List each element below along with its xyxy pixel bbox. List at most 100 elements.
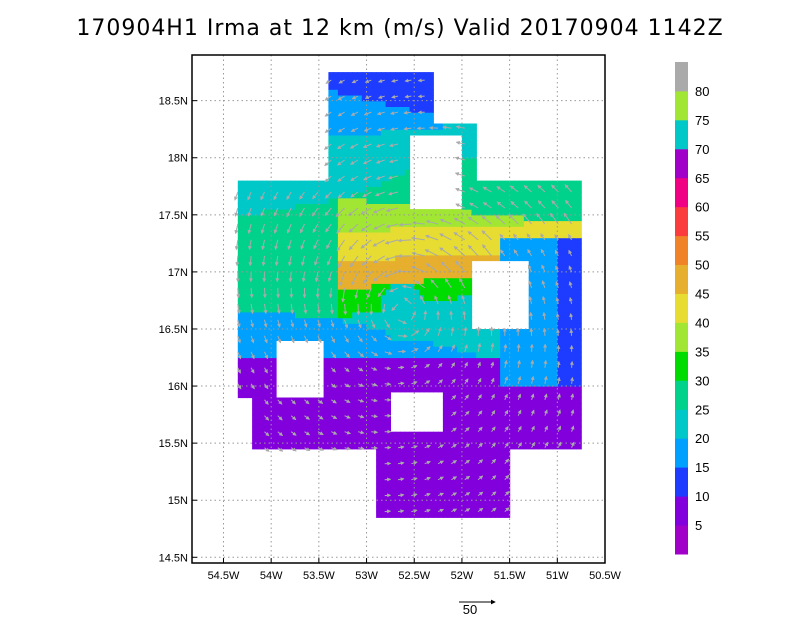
field-cell [309, 243, 315, 250]
field-cell [333, 431, 339, 438]
field-cell [347, 277, 353, 284]
field-cell [290, 243, 296, 250]
field-cell [438, 477, 444, 484]
field-cell [419, 83, 425, 90]
field-cell [452, 357, 458, 364]
field-cell [385, 340, 391, 347]
field-cell [290, 186, 296, 193]
field-cell [399, 483, 406, 490]
field-cell [380, 403, 387, 410]
colorbar-swatch [675, 525, 688, 555]
field-cell [566, 220, 573, 227]
wind-vector [463, 326, 468, 336]
field-cell [571, 357, 577, 364]
field-cell [399, 203, 406, 210]
wind-vector [528, 295, 533, 305]
field-cell [266, 249, 272, 256]
field-cell [304, 203, 310, 210]
field-cell [557, 386, 563, 393]
field-cell [347, 391, 353, 399]
wind-vector [451, 492, 458, 497]
field-cell [495, 443, 501, 450]
wind-vector [397, 461, 405, 466]
wind-vector [304, 431, 311, 436]
field-cell [271, 266, 277, 273]
field-cell [361, 340, 368, 347]
field-cell [433, 231, 439, 239]
field-cell [466, 289, 473, 296]
field-cell [423, 368, 430, 376]
field-cell [490, 414, 496, 421]
field-cell [380, 391, 387, 399]
field-cell [271, 334, 277, 341]
field-cell [256, 260, 263, 267]
field-cell [256, 192, 263, 199]
field-cell [404, 351, 411, 359]
field-cell [409, 123, 415, 130]
field-cell [538, 426, 544, 433]
field-cell [442, 266, 449, 273]
field-cell [414, 357, 420, 364]
field-cell [404, 346, 411, 353]
field-cell [295, 294, 301, 301]
wind-vector [451, 411, 457, 417]
field-cell [533, 403, 539, 410]
field-cell [371, 83, 377, 90]
field-cell [538, 403, 544, 410]
field-cell [414, 431, 420, 438]
field-cell [442, 277, 449, 284]
field-cell [457, 249, 463, 256]
field-cell [399, 214, 406, 222]
wind-vector [273, 207, 279, 217]
field-cell [481, 329, 487, 336]
field-cell [299, 437, 306, 444]
field-cell [266, 403, 272, 410]
field-cell [318, 254, 325, 262]
wind-vector [437, 508, 445, 513]
wind-vector [451, 508, 458, 513]
field-cell [414, 214, 420, 222]
field-cell [528, 323, 535, 330]
field-cell [428, 505, 434, 513]
field-cell [471, 197, 477, 204]
wind-vector [388, 143, 399, 148]
field-cell [333, 391, 339, 399]
field-cell [295, 420, 301, 427]
field-cell [342, 391, 349, 399]
field-cell [361, 289, 368, 296]
wind-vector [337, 175, 345, 182]
field-cell [380, 117, 387, 125]
wind-vector [491, 393, 495, 401]
field-cell [433, 323, 439, 330]
field-cell [309, 192, 315, 199]
field-cell [404, 117, 411, 125]
field-cell [261, 426, 267, 433]
field-cell [357, 403, 363, 410]
field-cell [314, 426, 320, 433]
field-cell [457, 254, 463, 262]
field-cell [385, 300, 391, 307]
field-cell [266, 203, 272, 210]
field-cell [571, 363, 577, 370]
field-cell [380, 266, 387, 273]
field-cell [423, 95, 430, 102]
field-cell [295, 277, 301, 284]
field-cell [328, 220, 334, 227]
wind-vector [481, 230, 492, 241]
field-cell [361, 266, 368, 273]
wind-vector [477, 426, 483, 433]
field-cell [500, 431, 506, 438]
field-cell [371, 237, 377, 244]
wind-vector [290, 335, 295, 344]
field-cell [566, 368, 573, 376]
field-cell [438, 249, 444, 256]
field-cell [447, 363, 453, 370]
field-cell [328, 334, 334, 341]
colorbar-label: 20 [695, 431, 709, 446]
field-cell [466, 483, 473, 490]
field-cell [404, 140, 411, 147]
field-cell [275, 237, 282, 244]
field-cell [395, 95, 401, 102]
field-cell [390, 454, 396, 461]
field-cell [519, 403, 525, 410]
